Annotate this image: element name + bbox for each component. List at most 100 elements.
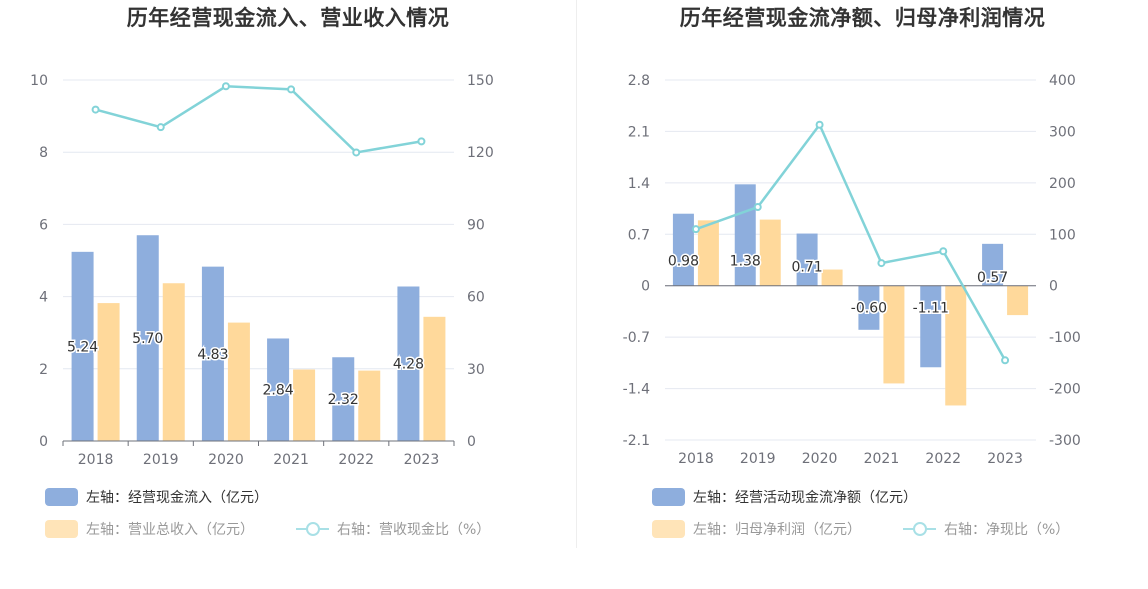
bar-series-1 xyxy=(982,243,1004,286)
bar-series-1 xyxy=(397,286,420,441)
legend-item-revenue[interactable]: 左轴：营业总收入（亿元） xyxy=(45,519,254,539)
y-left-tick-label: 2.8 xyxy=(628,73,650,89)
x-tick-label: 2023 xyxy=(404,452,440,468)
data-label: 4.83 xyxy=(197,347,228,363)
x-tick-label: 2020 xyxy=(802,451,838,467)
bar-series-2 xyxy=(821,269,843,286)
x-tick-label: 2020 xyxy=(208,452,244,468)
panel-divider xyxy=(576,0,577,548)
line-point xyxy=(815,120,824,129)
y-left-tick-label: 6 xyxy=(39,217,48,233)
legend-swatch-blue xyxy=(652,488,685,506)
line-point xyxy=(939,247,948,256)
x-tick-label: 2022 xyxy=(925,451,961,467)
bar-series-2 xyxy=(293,369,316,441)
data-label: 5.70 xyxy=(132,331,163,347)
y-left-tick-label: 1.4 xyxy=(628,176,650,192)
chart-title: 历年经营现金流入、营业收入情况 xyxy=(126,6,450,30)
legend-label: 右轴：净现比（%） xyxy=(944,522,1070,538)
y-right-tick-label: -200 xyxy=(1049,382,1081,398)
y-right-tick-label: 0 xyxy=(467,434,476,450)
y-left-tick-label: -2.1 xyxy=(623,433,650,449)
bar-series-1 xyxy=(858,285,880,330)
data-label: -1.11 xyxy=(913,301,949,317)
line-point xyxy=(691,225,700,234)
legend-item-net-profit[interactable]: 左轴：归母净利润（亿元） xyxy=(652,519,861,539)
line-point xyxy=(91,105,100,114)
y-right-tick-label: 300 xyxy=(1049,124,1076,140)
y-left-tick-label: 4 xyxy=(39,290,48,306)
chart-title: 历年经营现金流净额、归母净利润情况 xyxy=(679,6,1046,30)
x-tick-label: 2021 xyxy=(864,451,900,467)
legend-item-revenue-cash-ratio[interactable]: 右轴：营收现金比（%） xyxy=(296,519,490,539)
legend-label: 左轴：营业总收入（亿元） xyxy=(86,522,254,538)
x-tick-label: 2018 xyxy=(78,452,114,468)
y-right-tick-label: 60 xyxy=(467,290,485,306)
bar-series-2 xyxy=(883,285,905,384)
data-label: 4.28 xyxy=(393,357,424,373)
bar-series-2 xyxy=(97,303,120,441)
data-label: 5.24 xyxy=(67,339,98,355)
y-left-tick-label: 10 xyxy=(30,73,48,89)
bar-series-1 xyxy=(136,235,159,441)
line-point xyxy=(221,82,230,91)
legend-swatch-line xyxy=(296,520,329,538)
legend-label: 右轴：营收现金比（%） xyxy=(337,522,491,538)
x-tick-label: 2022 xyxy=(338,452,374,468)
legend-item-operating-net-cash[interactable]: 左轴：经营活动现金流净额（亿元） xyxy=(652,487,917,507)
line-point xyxy=(877,259,886,268)
data-label: 2.32 xyxy=(328,392,359,408)
y-right-tick-label: 150 xyxy=(467,73,494,89)
x-tick-label: 2023 xyxy=(987,451,1023,467)
y-left-tick-label: -1.4 xyxy=(623,382,650,398)
bar-series-2 xyxy=(945,285,967,406)
bar-series-1 xyxy=(71,251,94,441)
chart-plot-cashflow-revenue: 0 2 4 6 8 10 0 30 60 90 120 150 2018 2019 2020 2021 2022… xyxy=(30,73,494,468)
legend-label: 左轴：经营现金流入（亿元） xyxy=(86,490,268,506)
line-point xyxy=(1001,356,1010,365)
bar-series-2 xyxy=(358,370,381,441)
bar-series-2 xyxy=(759,219,781,286)
legend-swatch-orange xyxy=(45,520,78,538)
bar-series-2 xyxy=(1007,285,1029,316)
y-right-tick-label: 0 xyxy=(1049,279,1058,295)
y-right-tick-label: -100 xyxy=(1049,330,1081,346)
legend-label: 左轴：经营活动现金流净额（亿元） xyxy=(693,490,917,506)
legend-item-cash-inflow[interactable]: 左轴：经营现金流入（亿元） xyxy=(45,487,268,507)
x-tick-label: 2018 xyxy=(678,451,714,467)
chart-plot-netcash-profit: -2.1 -1.4 -0.7 0 0.7 1.4 2.1 2.8 -300 -200 -100 0 10… xyxy=(623,73,1081,467)
legend-swatch-blue xyxy=(45,488,78,506)
chart-panel-cashflow-revenue: 历年经营现金流入、营业收入情况 0 2 4 6 8 10 0 30 60 90 120 150 2018… xyxy=(0,0,576,560)
x-tick-label: 2021 xyxy=(273,452,309,468)
y-right-tick-label: 90 xyxy=(467,217,485,233)
bar-series-1 xyxy=(201,266,224,441)
y-left-tick-label: 2 xyxy=(39,362,48,378)
y-right-tick-label: 400 xyxy=(1049,73,1076,89)
bar-series-1 xyxy=(734,184,756,286)
bar-series-2 xyxy=(697,220,719,286)
data-label: 2.84 xyxy=(262,383,293,399)
data-label: 1.38 xyxy=(730,254,761,270)
y-left-tick-label: 0 xyxy=(641,279,650,295)
line-point xyxy=(753,203,762,212)
legend-item-net-cash-ratio[interactable]: 右轴：净现比（%） xyxy=(903,519,1069,539)
y-right-tick-label: 100 xyxy=(1049,227,1076,243)
line-series xyxy=(695,122,1007,361)
data-label: 0.98 xyxy=(668,254,699,270)
legend-label: 左轴：归母净利润（亿元） xyxy=(693,522,861,538)
y-right-tick-label: 120 xyxy=(467,145,494,161)
x-tick-label: 2019 xyxy=(143,452,179,468)
x-tick-label: 2019 xyxy=(740,451,776,467)
data-label: 0.57 xyxy=(977,270,1008,286)
bar-series-1 xyxy=(920,285,942,368)
bar-series-1 xyxy=(332,357,355,441)
y-right-tick-label: -300 xyxy=(1049,433,1081,449)
chart-panel-netcash-profit: 历年经营现金流净额、归母净利润情况 -2.1 -1.4 -0.7 0 0.7 1.4 2.1… xyxy=(577,0,1148,560)
line-point xyxy=(352,148,361,157)
y-left-tick-label: 8 xyxy=(39,145,48,161)
y-left-tick-label: -0.7 xyxy=(623,330,650,346)
line-point xyxy=(156,123,165,132)
y-left-tick-label: 0.7 xyxy=(628,227,650,243)
y-left-tick-label: 0 xyxy=(39,434,48,450)
y-right-tick-label: 30 xyxy=(467,362,485,378)
